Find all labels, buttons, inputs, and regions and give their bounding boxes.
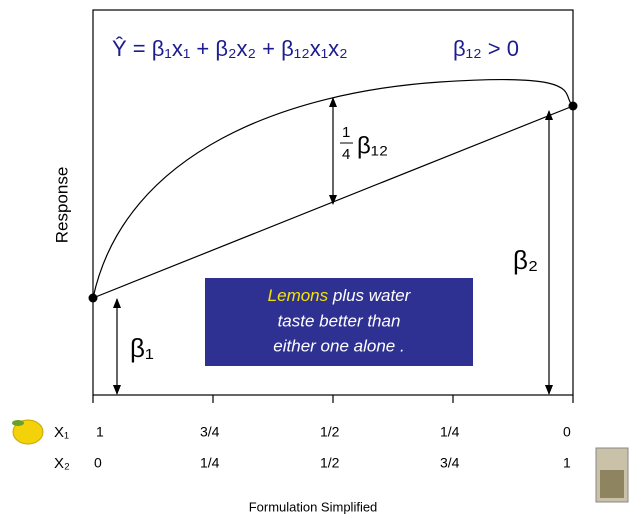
- callout-line: either one alone .: [273, 336, 404, 355]
- beta1-label: β₁: [130, 333, 154, 363]
- x1-value: 3/4: [200, 424, 220, 440]
- beta2-label: β₂: [513, 245, 538, 275]
- equation: Ŷ = β₁x₁ + β₂x₂ + β₁₂x₁x₂: [112, 36, 348, 61]
- x2-value: 1: [563, 455, 571, 471]
- condition: β₁₂ > 0: [453, 36, 519, 61]
- x2-value: 1/2: [320, 455, 340, 471]
- x1-value: 1/4: [440, 424, 460, 440]
- x1-value: 0: [563, 424, 571, 440]
- x2-value: 3/4: [440, 455, 460, 471]
- endpoint: [88, 293, 98, 303]
- x1-value: 1: [96, 424, 104, 440]
- fraction-denominator: 4: [342, 146, 350, 163]
- lemon-icon: [12, 419, 44, 445]
- interaction-symbol: β₁₂: [357, 132, 388, 159]
- glass-icon: [595, 447, 629, 503]
- x2-label: X₂: [54, 455, 70, 472]
- x2-value: 0: [94, 455, 102, 471]
- x1-label: X₁: [54, 424, 69, 441]
- callout-box: [205, 278, 473, 366]
- response-curve: [92, 79, 574, 299]
- x1-value: 1/2: [320, 424, 340, 440]
- x2-value: 1/4: [200, 455, 220, 471]
- endpoint: [568, 101, 578, 111]
- caption: Formulation Simplified: [249, 499, 378, 514]
- fraction-numerator: 1: [342, 124, 350, 141]
- callout-line: Lemons plus water: [268, 286, 412, 305]
- y-axis-label: Response: [52, 167, 71, 244]
- callout-line: taste better than: [278, 311, 401, 330]
